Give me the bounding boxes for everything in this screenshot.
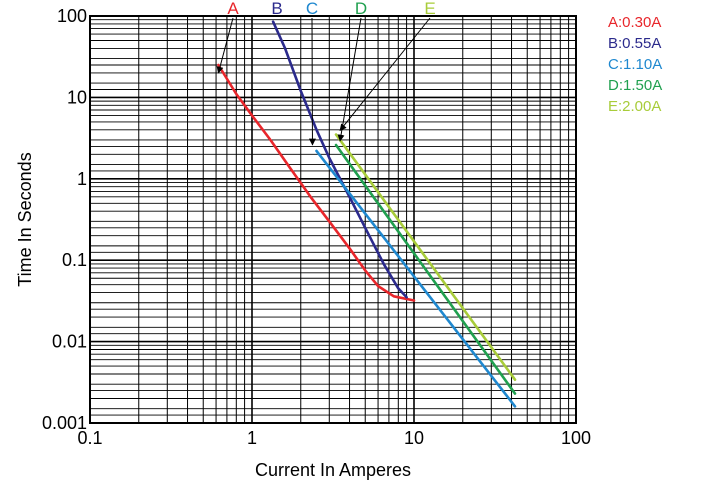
grid — [89, 16, 576, 424]
y-axis-label: Time In Seconds — [15, 152, 35, 286]
legend-entry-a: A:0.30A — [608, 14, 661, 31]
callout-label-e: E — [424, 0, 435, 18]
callout-label-a: A — [227, 0, 239, 18]
legend-entry-b: B:0.55A — [608, 35, 661, 52]
plot-frame — [89, 15, 577, 424]
series-line-c — [315, 149, 517, 408]
x-tick-label: 0.1 — [77, 428, 102, 448]
x-axis-label: Current In Amperes — [255, 460, 411, 480]
series-line-b — [271, 20, 408, 299]
series-lines — [217, 20, 517, 408]
y-tick-label: 0.001 — [42, 413, 87, 433]
legend: A:0.30A B:0.55A C:1.10A D:1.50A E:2.00A — [608, 14, 662, 115]
series-line-d — [334, 143, 517, 395]
callout-arrow-d — [337, 17, 362, 142]
legend-entry-d: D:1.50A — [608, 77, 662, 94]
callout-label-d: D — [355, 0, 367, 18]
callout-arrow-a — [216, 17, 234, 74]
y-tick-label: 0.1 — [62, 250, 87, 270]
callout-arrow-e — [339, 17, 431, 132]
series-line-a — [217, 63, 416, 302]
tick-labels: 0.1 1 10 100 0.001 0.01 0.1 1 10 100 — [42, 6, 591, 448]
legend-entry-c: C:1.10A — [608, 56, 662, 73]
x-tick-label: 10 — [404, 428, 424, 448]
series-line-e — [334, 133, 517, 382]
y-tick-label: 1 — [77, 169, 87, 189]
callout-label-b: B — [271, 0, 282, 18]
y-tick-label: 100 — [57, 6, 87, 26]
callout-label-c: C — [306, 0, 318, 18]
y-tick-label: 10 — [67, 87, 87, 107]
legend-entry-e: E:2.00A — [608, 98, 661, 115]
y-tick-label: 0.01 — [52, 332, 87, 352]
callouts: A B C D E — [216, 0, 436, 146]
x-tick-label: 1 — [247, 428, 257, 448]
x-tick-label: 100 — [561, 428, 591, 448]
